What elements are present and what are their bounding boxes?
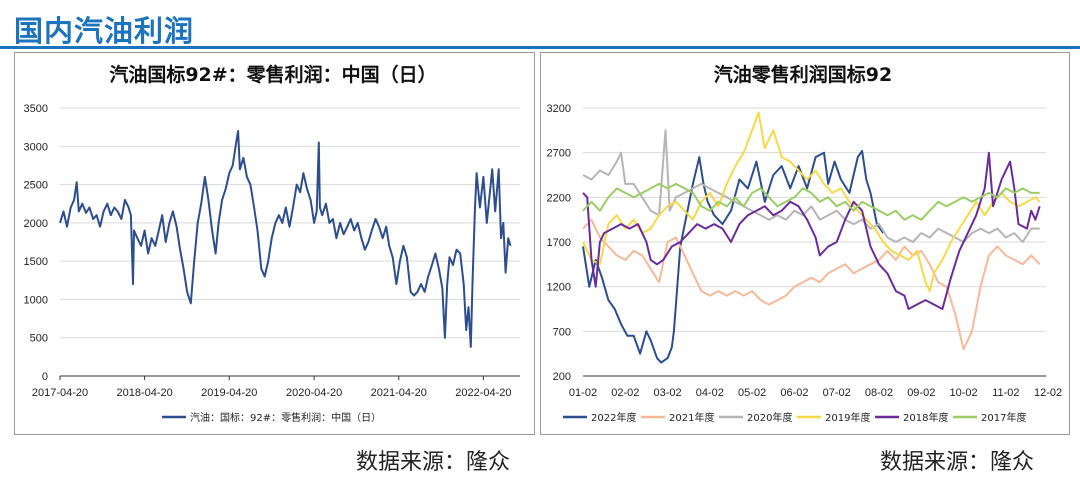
x-tick-label: 2019-04-20 <box>201 387 257 399</box>
legend-label: 2017年度 <box>981 411 1026 424</box>
x-tick-label: 2017-04-20 <box>32 387 88 399</box>
y-tick-label: 1500 <box>24 256 48 268</box>
x-tick-label: 2021-04-20 <box>371 387 427 399</box>
x-tick-label: 08-02 <box>865 387 893 399</box>
chart-left: 汽油国标92#：零售利润：中国（日） 0 500 1000 1500 2000 2500 30… <box>24 63 520 424</box>
x-tick-label: 07-02 <box>823 387 851 399</box>
title-rule <box>0 46 1080 49</box>
y-tick-label: 1700 <box>547 237 571 249</box>
series-line <box>582 129 1040 243</box>
y-tick-label: 500 <box>30 333 48 345</box>
x-tick-label: 05-02 <box>738 387 766 399</box>
x-tick-label: 12-02 <box>1034 387 1062 399</box>
x-tick-label: 2018-04-20 <box>116 387 172 399</box>
chart-title: 汽油国标92#：零售利润：中国（日） <box>109 63 436 86</box>
x-tick-label: 06-02 <box>780 387 808 399</box>
y-tick-label: 1000 <box>24 294 48 306</box>
y-tick-label: 3500 <box>24 103 48 115</box>
legend-label: 2021年度 <box>669 411 714 424</box>
series-line <box>582 111 1041 293</box>
chart-panel-right: 汽油零售利润国标92 200 700 1200 1700 2200 2700 3200 01-0… <box>540 52 1070 435</box>
y-tick-label: 2700 <box>547 148 571 160</box>
x-tick-label: 11-02 <box>992 387 1019 399</box>
x-tick-label: 03-02 <box>653 387 681 399</box>
source-left: 数据来源：隆众 <box>356 450 511 475</box>
y-tick-label: 2200 <box>547 192 571 204</box>
chart-right: 汽油零售利润国标92 200 700 1200 1700 2200 2700 3200 01-0… <box>547 63 1063 424</box>
x-tick-label: 04-02 <box>696 387 724 399</box>
legend-label: 2018年度 <box>903 411 948 424</box>
x-tick-label: 2022-04-20 <box>455 387 511 399</box>
source-right: 数据来源：隆众 <box>880 450 1035 475</box>
chart-title: 汽油零售利润国标92 <box>714 63 892 86</box>
series-line <box>582 149 885 364</box>
y-tick-label: 2500 <box>24 180 48 192</box>
x-tick-label: 01-02 <box>569 387 597 399</box>
x-tick-label: 10-02 <box>949 387 977 399</box>
series-line <box>59 130 512 348</box>
page-title: 国内汽油利润 <box>14 14 195 48</box>
y-tick-label: 0 <box>42 371 48 383</box>
legend-label: 2020年度 <box>747 411 792 424</box>
y-tick-label: 3000 <box>24 141 48 153</box>
series-line <box>582 218 1041 351</box>
y-tick-label: 700 <box>553 326 571 338</box>
x-tick-label: 09-02 <box>907 387 935 399</box>
x-tick-label: 02-02 <box>611 387 639 399</box>
legend-label: 汽油：国标：92#：零售利润：中国（日） <box>190 411 381 424</box>
x-tick-label: 2020-04-20 <box>286 387 342 399</box>
y-tick-label: 200 <box>553 371 571 383</box>
legend-label: 2019年度 <box>825 411 870 424</box>
legend-label: 2022年度 <box>591 411 636 424</box>
y-tick-label: 2000 <box>24 218 48 230</box>
chart-panel-left: 汽油国标92#：零售利润：中国（日） 0 500 1000 1500 2000 2500 30… <box>14 52 535 435</box>
y-tick-label: 1200 <box>547 282 571 294</box>
series-line <box>582 182 1040 221</box>
y-tick-label: 3200 <box>547 103 571 115</box>
